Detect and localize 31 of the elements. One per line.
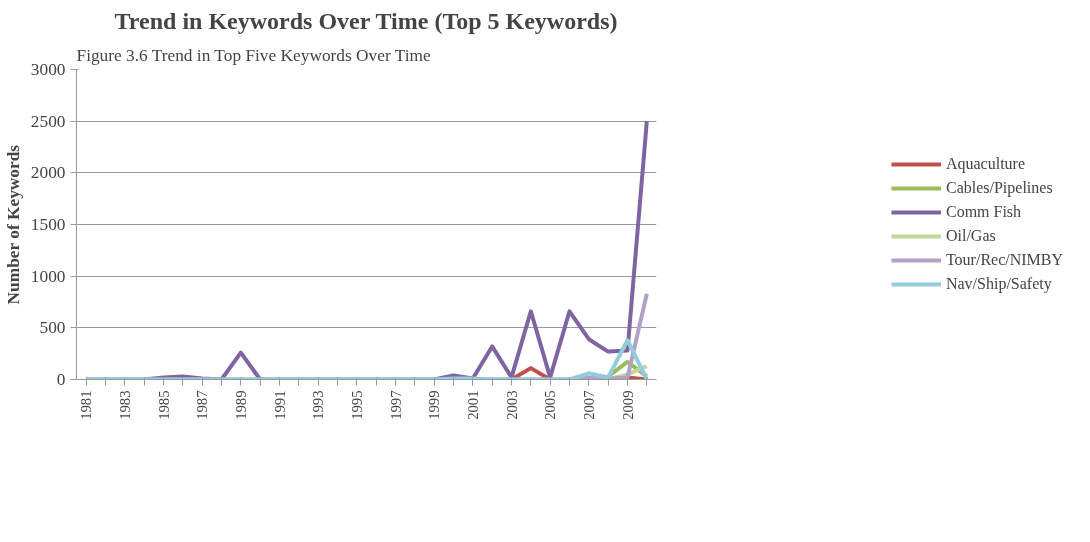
chart-title: Trend in Keywords Over Time (Top 5 Keywords) <box>114 7 618 34</box>
legend-label: Nav/Ship/Safety <box>945 275 1052 293</box>
legend-label: Oil/Gas <box>945 227 996 245</box>
x-tick-label: 1985 <box>155 390 172 420</box>
x-tick-label: 1981 <box>78 390 95 420</box>
y-tick-label: 3000 <box>30 60 66 79</box>
y-tick-label: 2500 <box>30 111 66 131</box>
x-tick-label: 2009 <box>619 390 636 420</box>
y-tick-label: 1500 <box>30 215 66 234</box>
legend-label: Tour/Rec/NIMBY <box>945 251 1064 269</box>
x-tick-label: 1989 <box>232 390 249 420</box>
x-tick-label: 2007 <box>580 390 597 420</box>
x-tick-label: 1991 <box>271 390 288 420</box>
x-tick-label: 1993 <box>310 390 327 420</box>
x-tick-label: 2005 <box>542 390 559 420</box>
y-tick-label: 0 <box>56 370 66 389</box>
y-axis-title: Number of Keywords <box>3 144 23 305</box>
x-tick-label: 1997 <box>387 390 404 420</box>
x-tick-label: 2003 <box>503 390 520 420</box>
x-tick-label: 2001 <box>464 390 481 420</box>
caption: Figure 3.6 Trend in Top Five Keywords Over Time <box>76 45 431 65</box>
legend-label: Cables/Pipelines <box>945 179 1053 197</box>
legend-label: Comm Fish <box>945 203 1022 221</box>
x-tick-label: 1995 <box>348 390 365 420</box>
y-tick-label: 500 <box>39 318 66 338</box>
y-tick-label: 2000 <box>30 163 66 183</box>
x-tick-label: 1999 <box>426 390 443 420</box>
y-tick-label: 1000 <box>30 266 66 286</box>
x-tick-label: 1983 <box>116 390 133 420</box>
x-tick-label: 1987 <box>194 390 211 420</box>
legend-label: Aquaculture <box>945 155 1026 173</box>
